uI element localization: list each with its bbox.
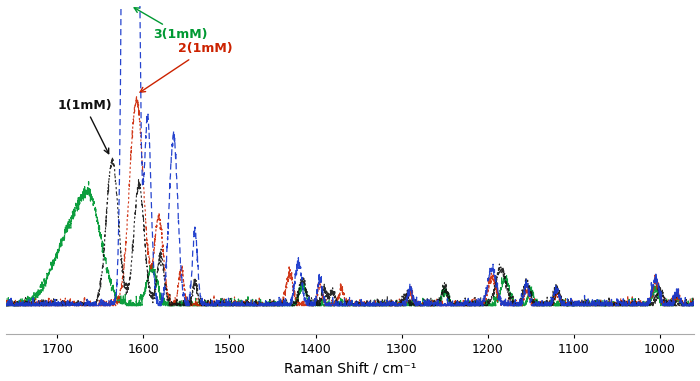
Text: 3(1mM): 3(1mM)	[134, 8, 208, 42]
X-axis label: Raman Shift / cm⁻¹: Raman Shift / cm⁻¹	[284, 362, 416, 375]
Text: 2(1mM): 2(1mM)	[140, 42, 232, 92]
Text: 1(1mM): 1(1mM)	[57, 99, 112, 154]
